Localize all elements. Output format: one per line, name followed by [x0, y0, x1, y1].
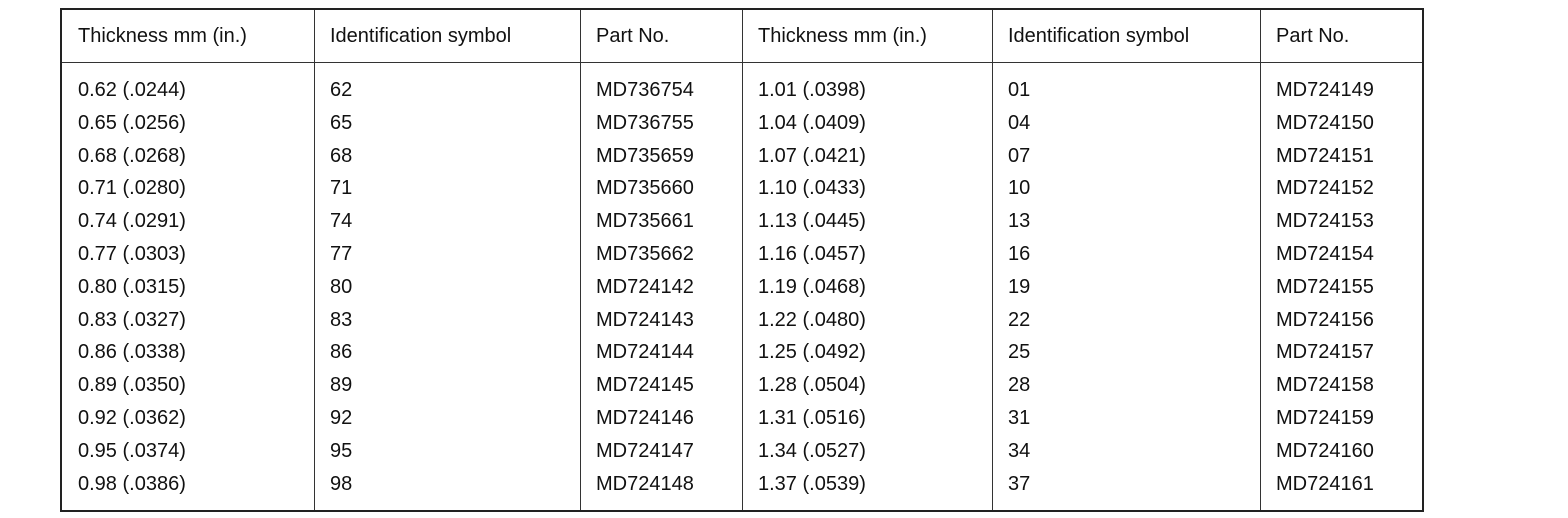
table-cell: 1.34 (.0527)	[758, 439, 866, 462]
table-cell: 13	[1008, 210, 1031, 233]
column-rule	[742, 10, 743, 510]
table-cell: 07	[1008, 144, 1031, 167]
table-cell: 0.65 (.0256)	[78, 111, 186, 134]
table-cell: 80	[330, 275, 353, 298]
table-cell: 98	[330, 472, 353, 495]
header-cell: Identification symbol	[330, 25, 512, 47]
table-cell: 34	[1008, 439, 1031, 462]
table-cell: 1.28 (.0504)	[758, 374, 866, 397]
table-cell: 0.86 (.0338)	[78, 341, 186, 364]
table-cell: 0.62 (.0244)	[78, 79, 186, 101]
table-cell: MD736754	[596, 79, 694, 101]
table-cell: 19	[1008, 275, 1031, 298]
table-cell: 04	[1008, 111, 1031, 134]
table-cell: 0.77 (.0303)	[78, 243, 186, 265]
table-cell: 16	[1008, 243, 1031, 265]
table-cell: MD724151	[1276, 144, 1374, 167]
table-cell: 65	[330, 111, 353, 134]
table: Thickness mm (in.) Identification symbol P…	[60, 8, 1424, 512]
table-cell: MD724160	[1276, 439, 1374, 462]
table-cell: MD735659	[596, 144, 694, 167]
table-cell: 0.98 (.0386)	[78, 472, 186, 495]
table-cell: MD724150	[1276, 111, 1374, 134]
table-cell: 83	[330, 308, 353, 331]
table-cell: 0.80 (.0315)	[78, 275, 186, 298]
table-cell: MD724154	[1276, 243, 1374, 265]
table-cell: 31	[1008, 407, 1031, 429]
table-cell: 1.31 (.0516)	[758, 407, 866, 429]
table-cell: 0.92 (.0362)	[78, 407, 186, 429]
table-cell: 1.19 (.0468)	[758, 275, 866, 298]
table-cell: 1.01 (.0398)	[758, 79, 866, 101]
table-cell: 1.37 (.0539)	[758, 472, 866, 495]
table-cell: 0.71 (.0280)	[78, 177, 186, 200]
table-cell: 1.13 (.0445)	[758, 210, 866, 233]
table-cell: MD724152	[1276, 177, 1374, 200]
table-cell: 1.07 (.0421)	[758, 144, 866, 167]
table-cell: 28	[1008, 374, 1031, 397]
table-cell: MD724156	[1276, 308, 1374, 331]
table-cell: 68	[330, 144, 353, 167]
header-cell: Thickness mm (in.)	[78, 25, 247, 47]
table-cell: MD724146	[596, 407, 694, 429]
table-cell: 92	[330, 407, 353, 429]
column-rule	[992, 10, 993, 510]
table-cell: MD724147	[596, 439, 694, 462]
table-cell: MD724145	[596, 374, 694, 397]
table-cell: MD724155	[1276, 275, 1374, 298]
column-rule	[1260, 10, 1261, 510]
table-cell: 0.74 (.0291)	[78, 210, 186, 233]
table-cell: MD735660	[596, 177, 694, 200]
table-cell: MD724157	[1276, 341, 1374, 364]
table-cell: 22	[1008, 308, 1031, 331]
table-cell: MD736755	[596, 111, 694, 134]
table-cell: MD724149	[1276, 79, 1374, 101]
table-cell: 77	[330, 243, 353, 265]
table-cell: 1.22 (.0480)	[758, 308, 866, 331]
table-cell: MD724144	[596, 341, 694, 364]
table-cell: MD724159	[1276, 407, 1374, 429]
table-cell: MD735661	[596, 210, 694, 233]
table-cell: 71	[330, 177, 353, 200]
table-cell: 95	[330, 439, 353, 462]
header-cell: Part No.	[596, 25, 670, 47]
table-cell: 0.89 (.0350)	[78, 374, 186, 397]
table-cell: 25	[1008, 341, 1031, 364]
table-cell: MD735662	[596, 243, 694, 265]
table-cell: MD724142	[596, 275, 694, 298]
table-cell: 37	[1008, 472, 1031, 495]
table-cell: 62	[330, 79, 353, 101]
column-rule	[314, 10, 315, 510]
table-cell: 0.68 (.0268)	[78, 144, 186, 167]
table-cell: 01	[1008, 79, 1031, 101]
table-cell: 0.83 (.0327)	[78, 308, 186, 331]
header-cell: Identification symbol	[1008, 25, 1190, 47]
table-cell: 1.16 (.0457)	[758, 243, 866, 265]
column-rule	[580, 10, 581, 510]
header-cell: Thickness mm (in.)	[758, 25, 927, 47]
table-cell: MD724148	[596, 472, 694, 495]
header-cell: Part No.	[1276, 25, 1350, 47]
table-cell: MD724153	[1276, 210, 1374, 233]
table-cell: 86	[330, 341, 353, 364]
table-cell: MD724161	[1276, 472, 1374, 495]
table-cell: 1.25 (.0492)	[758, 341, 866, 364]
table-cell: MD724143	[596, 308, 694, 331]
table-cell: 10	[1008, 177, 1031, 200]
table-cell: MD724158	[1276, 374, 1374, 397]
table-cell: 89	[330, 374, 353, 397]
table-cell: 1.10 (.0433)	[758, 177, 866, 200]
table-cell: 0.95 (.0374)	[78, 439, 186, 462]
table-cell: 74	[330, 210, 353, 233]
table-cell: 1.04 (.0409)	[758, 111, 866, 134]
